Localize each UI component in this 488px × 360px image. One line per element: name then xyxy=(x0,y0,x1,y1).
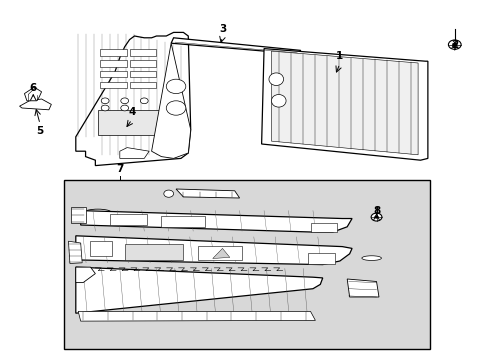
Ellipse shape xyxy=(271,95,285,107)
Bar xyxy=(100,60,127,67)
Bar xyxy=(129,82,156,88)
Text: 3: 3 xyxy=(219,24,225,34)
Polygon shape xyxy=(68,241,82,264)
Circle shape xyxy=(101,105,109,111)
Polygon shape xyxy=(24,87,41,101)
Circle shape xyxy=(166,101,185,115)
Circle shape xyxy=(166,79,185,94)
Bar xyxy=(161,216,205,227)
Polygon shape xyxy=(120,148,149,158)
Bar xyxy=(198,246,242,260)
Circle shape xyxy=(121,98,128,104)
Circle shape xyxy=(451,43,456,46)
Bar xyxy=(71,207,85,223)
Text: 4: 4 xyxy=(128,107,136,117)
Polygon shape xyxy=(76,267,322,313)
Bar xyxy=(129,71,156,77)
Ellipse shape xyxy=(361,256,381,261)
Circle shape xyxy=(370,213,381,221)
Polygon shape xyxy=(76,236,351,265)
Bar xyxy=(63,180,429,349)
Polygon shape xyxy=(171,38,300,54)
Polygon shape xyxy=(81,211,351,232)
Bar xyxy=(307,253,334,264)
Polygon shape xyxy=(151,43,190,158)
Ellipse shape xyxy=(84,209,111,216)
Text: 1: 1 xyxy=(336,51,343,61)
Text: 7: 7 xyxy=(116,164,123,174)
Bar xyxy=(129,49,156,56)
Ellipse shape xyxy=(268,73,283,86)
Polygon shape xyxy=(212,248,229,258)
Polygon shape xyxy=(261,49,427,160)
Circle shape xyxy=(121,105,128,111)
Bar xyxy=(100,82,127,88)
Text: 2: 2 xyxy=(450,40,457,50)
Polygon shape xyxy=(78,311,315,321)
Polygon shape xyxy=(20,99,51,110)
Bar xyxy=(110,214,146,225)
Polygon shape xyxy=(76,32,190,166)
Text: 8: 8 xyxy=(372,206,379,216)
Polygon shape xyxy=(346,279,378,297)
Circle shape xyxy=(140,98,148,104)
Bar xyxy=(129,60,156,67)
Circle shape xyxy=(447,40,460,49)
Bar xyxy=(100,49,127,56)
Bar xyxy=(90,241,112,256)
Circle shape xyxy=(374,216,378,219)
Circle shape xyxy=(163,190,173,197)
Polygon shape xyxy=(176,189,239,198)
Polygon shape xyxy=(271,51,417,155)
Bar xyxy=(98,110,161,135)
Bar xyxy=(310,223,337,232)
Text: 5: 5 xyxy=(37,126,43,136)
Circle shape xyxy=(101,98,109,104)
Text: 6: 6 xyxy=(30,83,37,93)
Polygon shape xyxy=(76,267,95,283)
Bar xyxy=(100,71,127,77)
Bar xyxy=(124,244,183,260)
